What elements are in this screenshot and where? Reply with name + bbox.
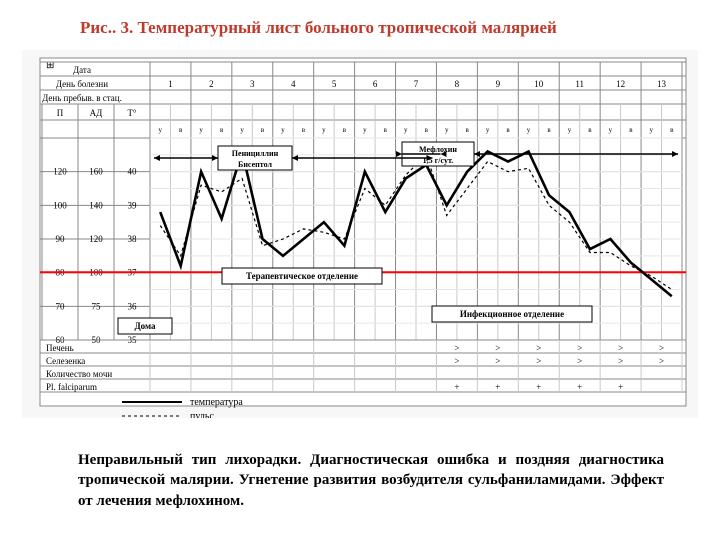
- svg-text:П: П: [57, 108, 64, 118]
- svg-text:38: 38: [128, 234, 138, 244]
- svg-text:>: >: [659, 356, 664, 366]
- svg-text:Селезенка: Селезенка: [46, 356, 85, 366]
- svg-text:120: 120: [89, 234, 103, 244]
- svg-text:8: 8: [455, 79, 460, 89]
- svg-text:6: 6: [373, 79, 378, 89]
- svg-text:>: >: [536, 343, 541, 353]
- svg-text:Количество мочи: Количество мочи: [46, 369, 112, 379]
- svg-text:Пенициллин: Пенициллин: [232, 149, 279, 158]
- svg-text:>: >: [577, 356, 582, 366]
- svg-text:>: >: [618, 356, 623, 366]
- svg-text:>: >: [577, 343, 582, 353]
- svg-text:4: 4: [291, 79, 296, 89]
- svg-text:70: 70: [56, 301, 66, 311]
- svg-text:9: 9: [496, 79, 501, 89]
- svg-text:у: у: [199, 126, 203, 134]
- svg-text:+: +: [618, 382, 623, 392]
- svg-text:>: >: [454, 343, 459, 353]
- svg-text:+: +: [454, 382, 459, 392]
- svg-text:>: >: [495, 343, 500, 353]
- svg-text:Т°: Т°: [127, 108, 136, 118]
- svg-text:7: 7: [414, 79, 419, 89]
- figure-title: Рис.. 3. Температурный лист больного тро…: [80, 18, 680, 38]
- svg-text:Инфекционное отделение: Инфекционное отделение: [460, 309, 564, 319]
- svg-text:пульс: пульс: [190, 411, 214, 418]
- svg-text:у: у: [445, 126, 449, 134]
- svg-text:у: у: [240, 126, 244, 134]
- svg-text:Дата: Дата: [73, 65, 91, 75]
- svg-text:120: 120: [53, 167, 67, 177]
- svg-text:Мефлохин: Мефлохин: [419, 145, 457, 154]
- svg-text:39: 39: [128, 200, 138, 210]
- svg-text:90: 90: [56, 234, 66, 244]
- svg-text:у: у: [568, 126, 572, 134]
- svg-text:3: 3: [250, 79, 255, 89]
- svg-text:День болезни: День болезни: [56, 79, 108, 89]
- svg-text:40: 40: [128, 167, 138, 177]
- svg-text:у: у: [609, 126, 613, 134]
- svg-text:+: +: [536, 382, 541, 392]
- svg-text:+: +: [495, 382, 500, 392]
- svg-text:75: 75: [92, 301, 102, 311]
- svg-text:Дома: Дома: [134, 321, 156, 331]
- figure-caption: Неправильный тип лихорадки. Диагностичес…: [78, 450, 664, 511]
- svg-text:36: 36: [128, 301, 138, 311]
- svg-text:1: 1: [168, 79, 173, 89]
- svg-text:140: 140: [89, 200, 103, 210]
- svg-text:температура: температура: [190, 397, 243, 408]
- svg-text:у: у: [486, 126, 490, 134]
- svg-text:12: 12: [616, 79, 625, 89]
- svg-text:у: у: [650, 126, 654, 134]
- temperature-chart: ⊞ДатаДень болезниДень пребыв. в стац.ПАД…: [22, 50, 698, 418]
- svg-text:у: у: [158, 126, 162, 134]
- svg-text:160: 160: [89, 167, 103, 177]
- svg-text:Печень: Печень: [46, 343, 74, 353]
- svg-text:Pl. falciparum: Pl. falciparum: [46, 382, 97, 392]
- svg-text:Терапевтическое отделение: Терапевтическое отделение: [246, 271, 358, 281]
- svg-text:+: +: [577, 382, 582, 392]
- svg-text:День пребыв. в стац.: День пребыв. в стац.: [42, 93, 122, 103]
- svg-text:>: >: [618, 343, 623, 353]
- svg-text:5: 5: [332, 79, 337, 89]
- svg-text:>: >: [454, 356, 459, 366]
- svg-text:АД: АД: [90, 108, 103, 118]
- svg-text:>: >: [495, 356, 500, 366]
- svg-text:у: у: [404, 126, 408, 134]
- svg-text:у: у: [322, 126, 326, 134]
- svg-text:>: >: [659, 343, 664, 353]
- svg-text:10: 10: [534, 79, 544, 89]
- svg-text:у: у: [363, 126, 367, 134]
- svg-text:13: 13: [657, 79, 667, 89]
- svg-text:11: 11: [575, 79, 584, 89]
- svg-text:100: 100: [53, 200, 67, 210]
- svg-text:у: у: [281, 126, 285, 134]
- svg-text:у: у: [527, 126, 531, 134]
- svg-text:>: >: [536, 356, 541, 366]
- svg-text:Бисептол: Бисептол: [238, 160, 272, 169]
- svg-text:2: 2: [209, 79, 214, 89]
